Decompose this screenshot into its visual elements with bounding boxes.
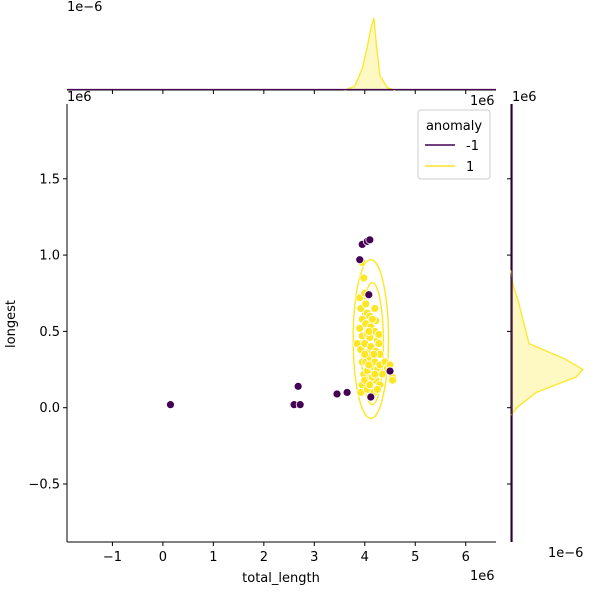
normal-point: [388, 375, 397, 385]
normal-point: [367, 314, 377, 324]
anomaly-point: [355, 255, 365, 265]
right-density-fill: [511, 270, 583, 416]
x-tick-label: −1: [103, 550, 122, 565]
anomaly-point: [166, 400, 175, 410]
normal-point: [360, 349, 370, 359]
top-density-fill: [344, 18, 396, 90]
anomaly-point: [293, 381, 303, 391]
normal-point: [370, 304, 380, 313]
kde-contour: [352, 258, 390, 420]
normal-point: [361, 299, 371, 309]
joint-axes: −1 0 1 2 3 4 5 6 −0.50.00.51.01.5 total_length …: [4, 90, 537, 586]
anomaly-point: [295, 400, 305, 410]
right-marginal: 1e−6: [507, 104, 585, 561]
right-density-line: [510, 270, 585, 416]
legend-label-normal: 1: [466, 160, 474, 175]
x-tick-label: 0: [159, 550, 167, 565]
y-axis-label: longest: [4, 300, 19, 348]
x-tick-label: 3: [310, 550, 318, 565]
legend-title: anomaly: [426, 119, 482, 134]
y-offset-label: 1e6: [67, 90, 92, 105]
anomaly-point: [366, 392, 376, 402]
normal-point: [372, 384, 382, 394]
top-density-line: [344, 17, 396, 91]
x-tick-label: 4: [361, 550, 369, 565]
normal-point: [355, 323, 365, 333]
normal-point: [369, 349, 379, 359]
x-offset-label: 1e6: [470, 569, 495, 584]
x-tick-label: 1: [209, 550, 217, 565]
anomaly-point: [364, 290, 374, 300]
top-marginal: 1e−6: [67, 0, 496, 94]
x-tick-label: 5: [411, 550, 419, 565]
x-tick-label: 6: [462, 550, 470, 565]
y-tick-label: 0.5: [39, 325, 60, 340]
top-marginal-offset-label: 1e−6: [67, 0, 102, 15]
normal-point: [364, 326, 374, 336]
normal-point: [359, 273, 369, 283]
y-tick-label: 1.0: [39, 249, 60, 264]
right-marginal-offset-label: 1e−6: [548, 546, 583, 561]
x-axis-label: total_length: [242, 571, 320, 586]
top-right-offset-label: 1e6: [470, 94, 495, 109]
y-tick-label: −0.5: [28, 478, 60, 493]
anomaly-point: [385, 366, 395, 376]
normal-point: [364, 360, 374, 370]
anomaly-point: [332, 389, 342, 399]
legend: anomaly -1 1: [417, 109, 491, 180]
normal-point: [365, 380, 375, 390]
y-tick-label: 0.0: [39, 401, 60, 416]
right-top-offset-label: 1e6: [512, 90, 537, 105]
normal-point: [374, 330, 384, 339]
normal-point: [370, 369, 380, 379]
anomaly-point: [365, 235, 375, 245]
anomaly-point: [342, 388, 352, 397]
y-tick-label: 1.5: [39, 172, 60, 187]
x-tick-label: 2: [260, 550, 268, 565]
normal-point: [374, 339, 384, 349]
legend-label-anomaly: -1: [466, 139, 479, 154]
